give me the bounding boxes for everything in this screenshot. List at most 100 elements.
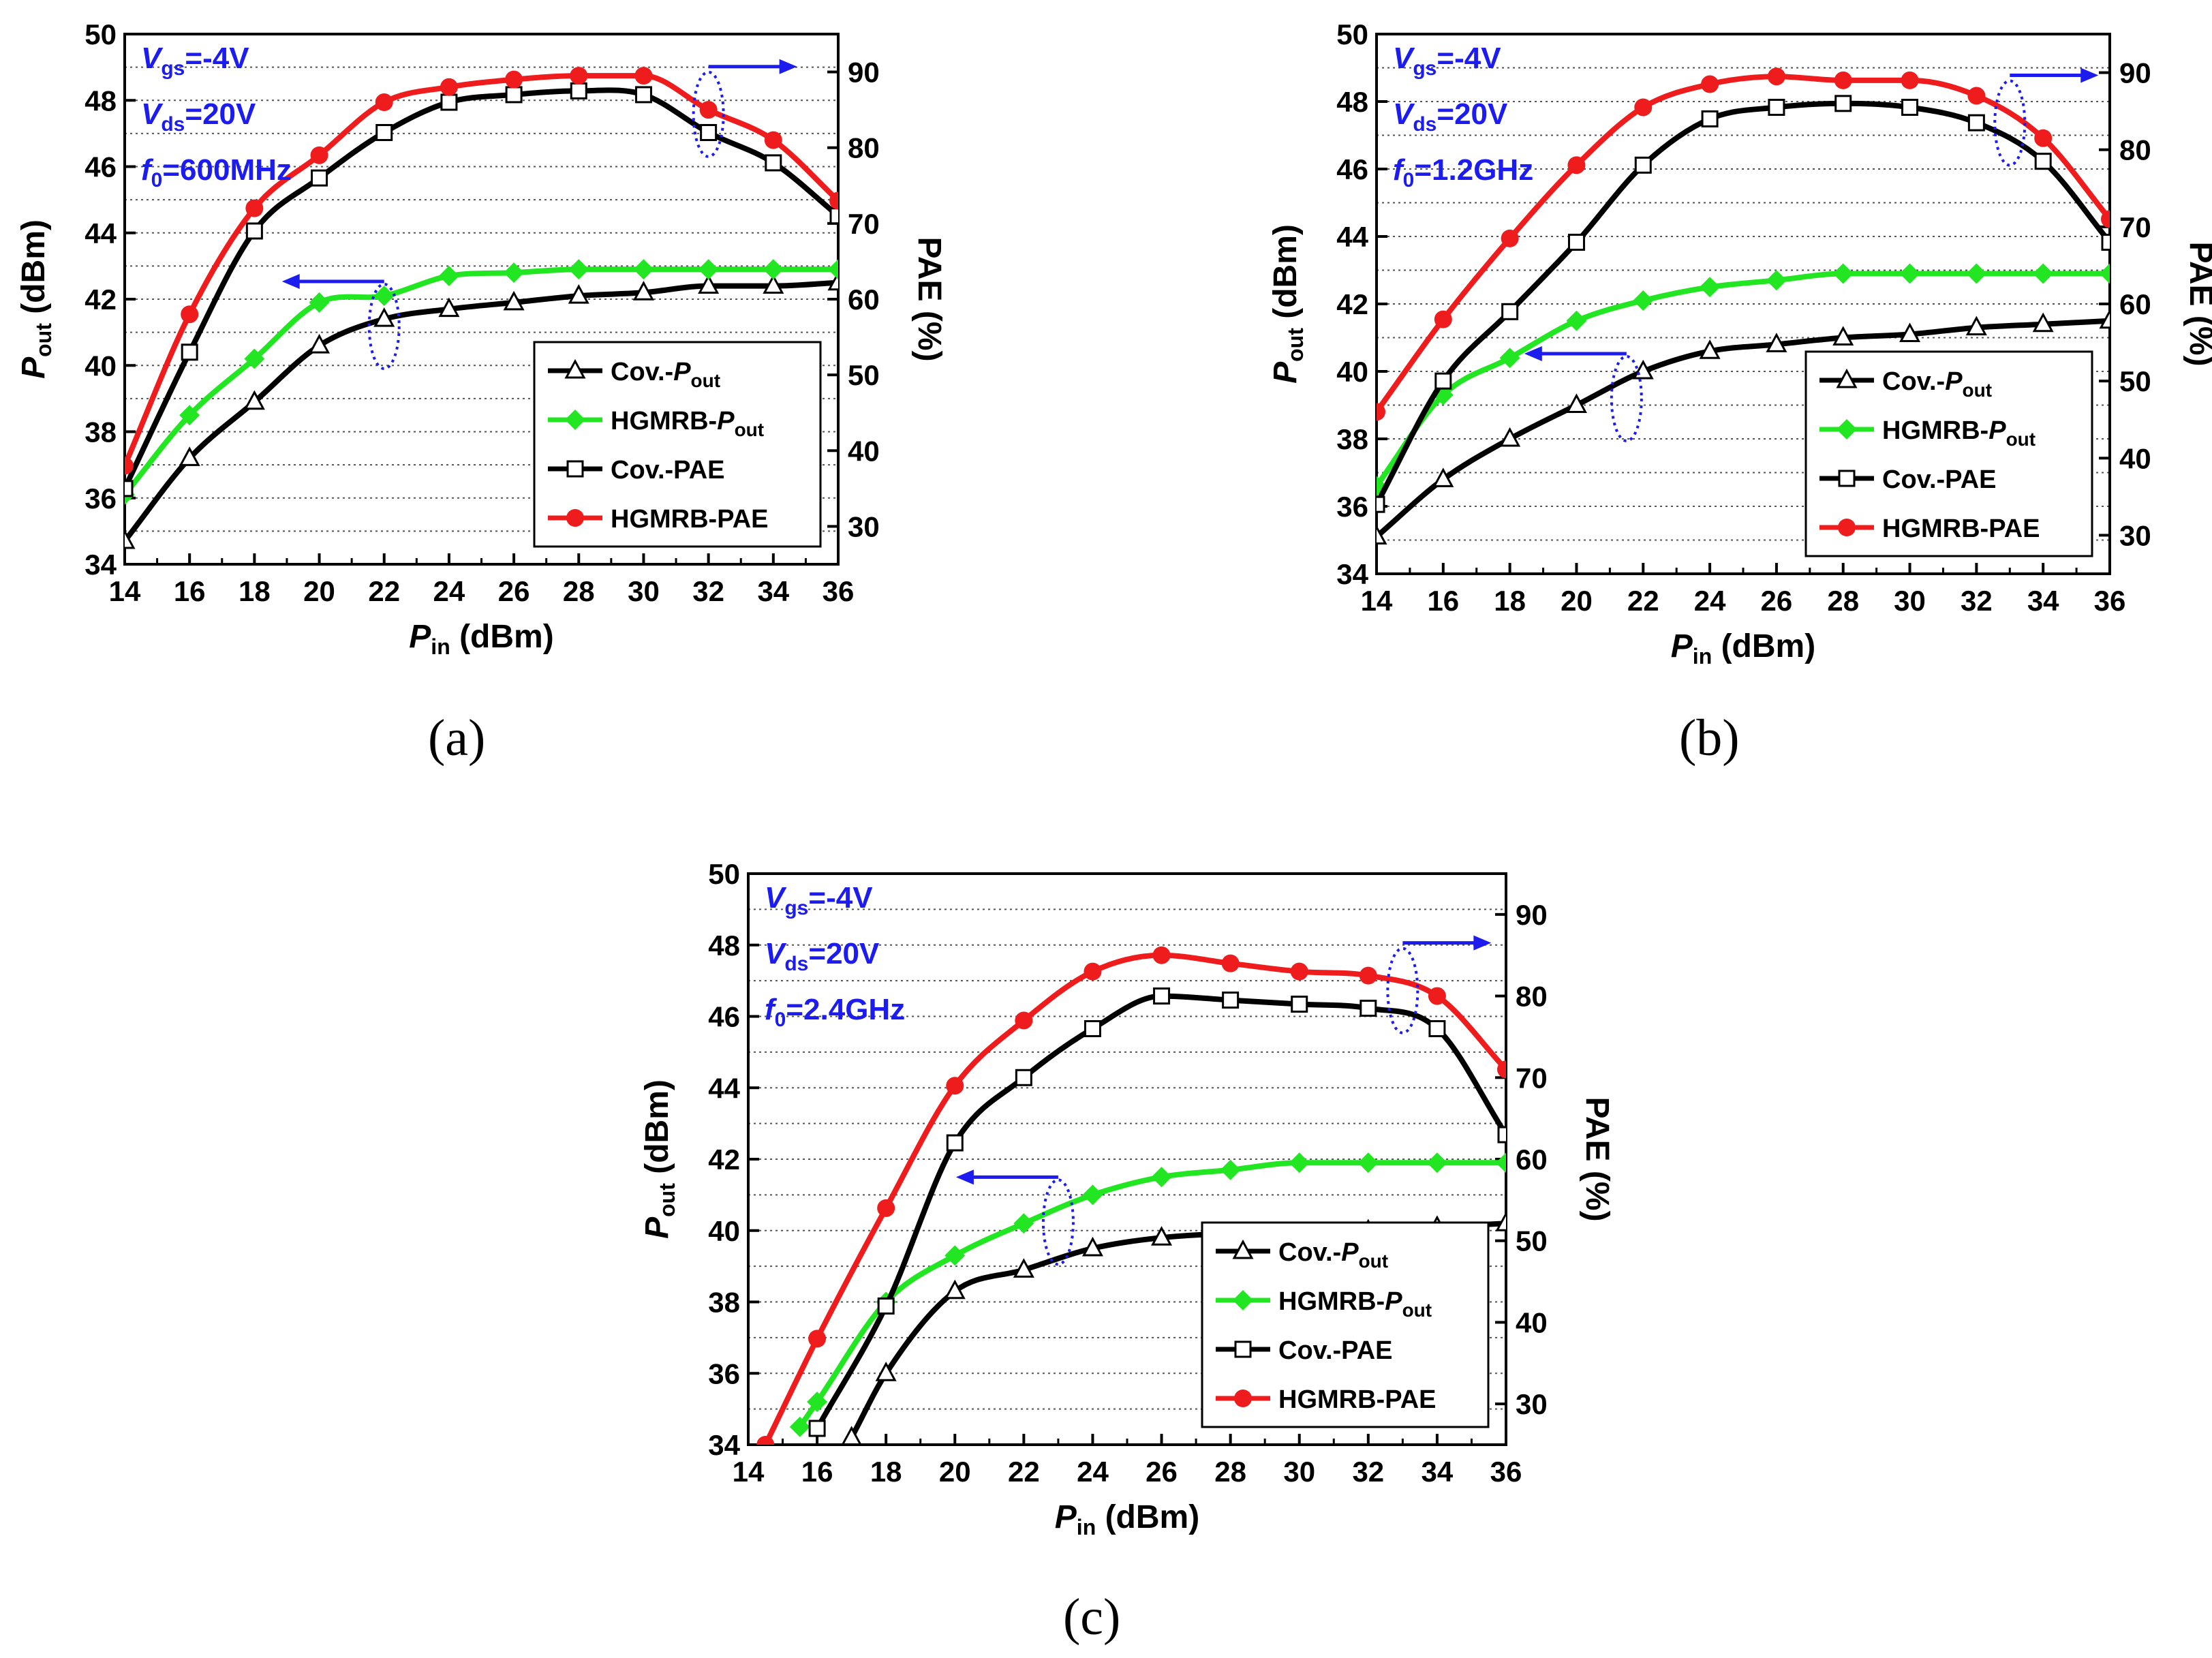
y-tick-label: 40 xyxy=(1336,356,1368,388)
point-square xyxy=(1428,1019,1446,1037)
y-axis-title-sub: out xyxy=(1283,328,1308,362)
legend-label-main: Cov.- xyxy=(1278,1238,1341,1267)
point-diamond xyxy=(1966,263,1987,284)
point-circle xyxy=(1434,310,1452,328)
y2-tick-label: 70 xyxy=(1516,1062,1548,1094)
point-square xyxy=(1015,1069,1032,1086)
point-triangle xyxy=(1766,333,1787,352)
point-square xyxy=(1967,114,1985,132)
point-triangle xyxy=(309,333,331,354)
y-tick-label: 36 xyxy=(708,1357,740,1390)
annotation-ellipse xyxy=(1041,1178,1075,1266)
point-diamond xyxy=(944,1245,966,1266)
y2-tick-label: 50 xyxy=(848,359,880,391)
annotation-ellipse xyxy=(1610,355,1643,442)
point-diamond xyxy=(698,259,719,280)
legend-label-sub: out xyxy=(1402,1300,1432,1321)
legend-label-main: HGMRB- xyxy=(611,407,717,435)
bias-annotation-1: Vds=20V xyxy=(1393,97,1508,136)
point-triangle xyxy=(1377,525,1387,545)
point-diamond xyxy=(504,262,525,283)
x-axis-title: Pin (dBm) xyxy=(409,619,553,659)
point-circle xyxy=(570,67,588,85)
y-axis-title-main: P xyxy=(639,1216,675,1239)
y2-tick-label: 90 xyxy=(848,57,880,89)
y-tick-label: 46 xyxy=(1336,153,1368,185)
point-triangle xyxy=(438,297,460,318)
x-tick-label: 32 xyxy=(692,575,724,607)
x-tick-label: 22 xyxy=(368,575,400,607)
y2-tick-label: 60 xyxy=(1516,1143,1548,1176)
point-square xyxy=(375,123,393,141)
y-axis-title-main: P xyxy=(1268,361,1304,384)
point-circle xyxy=(1967,87,1986,105)
point-diamond xyxy=(1633,290,1654,311)
point-diamond xyxy=(373,286,395,307)
x-tick-label: 36 xyxy=(2094,585,2126,617)
y-tick-label: 50 xyxy=(85,18,117,50)
bias-annotation-var: V xyxy=(141,42,164,75)
y2-tick-label: 50 xyxy=(1516,1225,1548,1257)
point-square xyxy=(1360,1000,1377,1017)
y-tick-label: 46 xyxy=(85,151,117,183)
point-square xyxy=(181,343,198,361)
point-circle xyxy=(699,101,718,119)
x-tick-label: 30 xyxy=(628,575,660,607)
point-square xyxy=(700,123,718,141)
point-square xyxy=(2034,153,2052,170)
point-square xyxy=(1497,1126,1506,1143)
series-line-2 xyxy=(1377,100,2110,506)
y-axis-title: Pout (dBm) xyxy=(16,219,56,379)
y2-tick-label: 30 xyxy=(1516,1388,1548,1420)
x-tick-label: 32 xyxy=(1352,1456,1384,1488)
point-circle xyxy=(440,78,458,96)
legend-marker-diamond xyxy=(565,410,585,430)
point-square xyxy=(1153,987,1171,1005)
x-tick-label: 20 xyxy=(939,1456,971,1488)
chart-panel-a: 14 16 18 20 22 24 26 28 30 32 34 36 34 36 38 40 42 44 46 48… xyxy=(16,18,947,659)
point-square xyxy=(1634,156,1652,174)
bias-annotation-sub: ds xyxy=(1413,113,1437,136)
y-axis-title-unit: (dBm) xyxy=(16,219,52,323)
annotation-ellipse xyxy=(1386,947,1419,1034)
y-tick-label: 48 xyxy=(1336,86,1368,118)
y-tick-label: 36 xyxy=(85,482,117,515)
point-circle xyxy=(1901,71,1919,89)
y-tick-label: 44 xyxy=(708,1072,740,1104)
panel-label-c: (c) xyxy=(1063,1588,1121,1646)
bias-annotation-val: =-4V xyxy=(808,881,873,915)
y-axis-title-unit: (dBm) xyxy=(1268,224,1304,328)
x-tick-label: 18 xyxy=(239,575,271,607)
point-circle xyxy=(1834,71,1852,89)
point-diamond xyxy=(1289,1152,1310,1173)
point-diamond xyxy=(1766,270,1787,291)
legend-label: HGMRB-Pout xyxy=(611,407,764,440)
point-triangle xyxy=(179,446,200,466)
y2-tick-label: 40 xyxy=(848,435,880,467)
point-triangle xyxy=(1495,1212,1506,1231)
point-square xyxy=(1377,495,1385,513)
bias-annotation-sub: ds xyxy=(161,113,185,136)
point-circle xyxy=(829,191,838,210)
bias-annotation-val: =20V xyxy=(808,937,880,970)
bias-annotation-var: f xyxy=(141,153,154,187)
x-tick-label: 16 xyxy=(801,1456,833,1488)
x-tick-label: 18 xyxy=(1494,585,1526,617)
series-group xyxy=(756,946,1506,1445)
x-axis-title-unit: (dBm) xyxy=(450,619,554,655)
point-diamond xyxy=(1566,310,1587,331)
x-tick-label: 20 xyxy=(1561,585,1593,617)
point-square xyxy=(634,86,652,104)
point-circle xyxy=(181,305,199,324)
point-square xyxy=(125,480,134,497)
point-diamond xyxy=(1499,348,1520,369)
y-axis-title: Pout (dBm) xyxy=(1268,224,1308,384)
legend-marker-square xyxy=(1838,470,1856,487)
y2-axis-title: PAE (%) xyxy=(2183,241,2212,366)
x-tick-label: 28 xyxy=(1827,585,1859,617)
legend-label-sub: out xyxy=(691,370,721,391)
